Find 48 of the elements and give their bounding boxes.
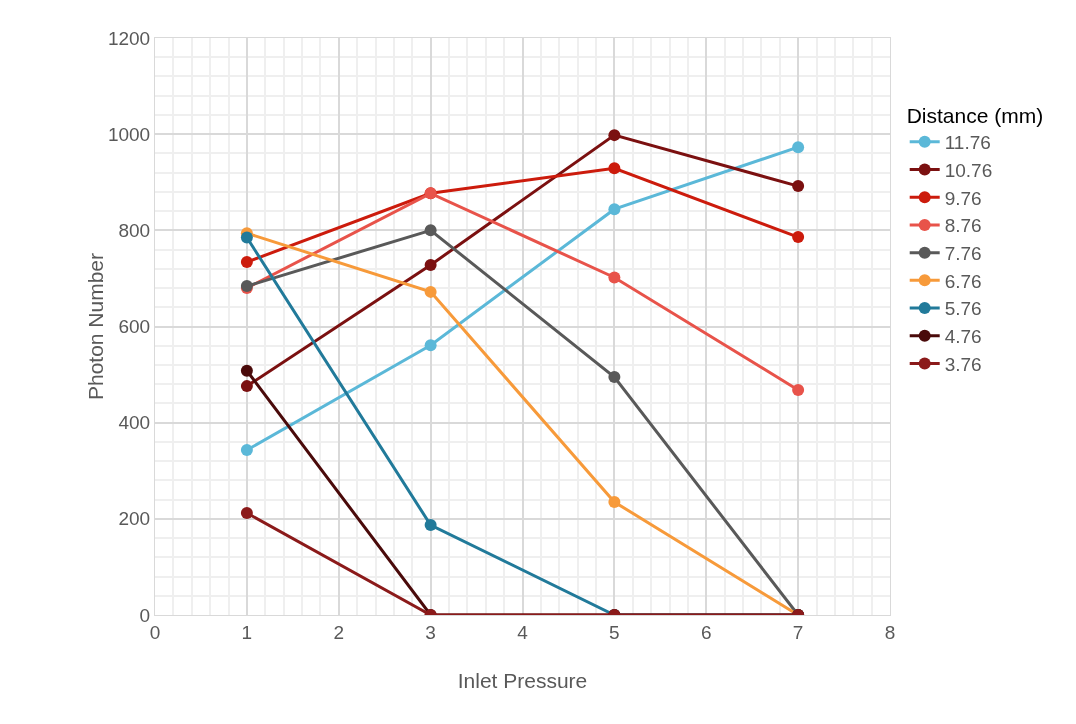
x-tick-label: 3 xyxy=(425,621,436,643)
point xyxy=(424,258,437,271)
y-tick-label: 1200 xyxy=(107,27,151,49)
point xyxy=(608,162,621,175)
legend-label: 4.76 xyxy=(944,326,982,348)
legend-label: 7.76 xyxy=(944,243,982,265)
y-tick-label: 400 xyxy=(118,412,151,434)
x-tick-label: 4 xyxy=(517,621,529,643)
point xyxy=(792,141,805,154)
point xyxy=(424,519,437,532)
point xyxy=(792,180,805,193)
legend-label: 6.76 xyxy=(944,270,982,292)
point xyxy=(424,339,437,352)
y-tick-label: 1000 xyxy=(107,123,151,145)
point xyxy=(608,496,621,508)
y-tick-label: 600 xyxy=(118,316,151,338)
point xyxy=(240,364,253,377)
legend-label: 10.76 xyxy=(944,159,993,181)
point xyxy=(608,271,621,284)
point xyxy=(240,444,253,457)
point xyxy=(240,380,253,393)
point xyxy=(240,256,253,269)
point xyxy=(608,370,621,383)
x-tick-label: 6 xyxy=(700,621,712,643)
x-tick-label: 5 xyxy=(609,621,620,643)
x-axis-title: Inlet Pressure xyxy=(457,669,588,692)
point xyxy=(792,383,805,396)
legend-label: 9.76 xyxy=(944,187,982,209)
point xyxy=(240,507,253,520)
x-tick-label: 8 xyxy=(884,621,896,643)
y-tick-label: 800 xyxy=(118,219,151,241)
y-tick-label: 0 xyxy=(139,604,151,626)
x-tick-label: 1 xyxy=(241,621,253,643)
point xyxy=(608,203,621,216)
x-tick-label: 7 xyxy=(792,621,804,643)
y-tick-label: 200 xyxy=(118,508,151,530)
y-axis-title: Photon Number xyxy=(84,252,107,401)
x-tick-label: 2 xyxy=(333,621,345,643)
legend-label: 3.76 xyxy=(944,353,982,375)
point xyxy=(608,129,621,142)
legend-label: 11.76 xyxy=(944,132,991,154)
legend-label: 8.76 xyxy=(944,215,982,237)
legend-label: 5.76 xyxy=(944,298,982,320)
point xyxy=(240,231,253,244)
legend-title: Distance (mm) xyxy=(906,104,1044,127)
point xyxy=(424,224,437,237)
point xyxy=(792,231,805,244)
point xyxy=(424,285,437,298)
